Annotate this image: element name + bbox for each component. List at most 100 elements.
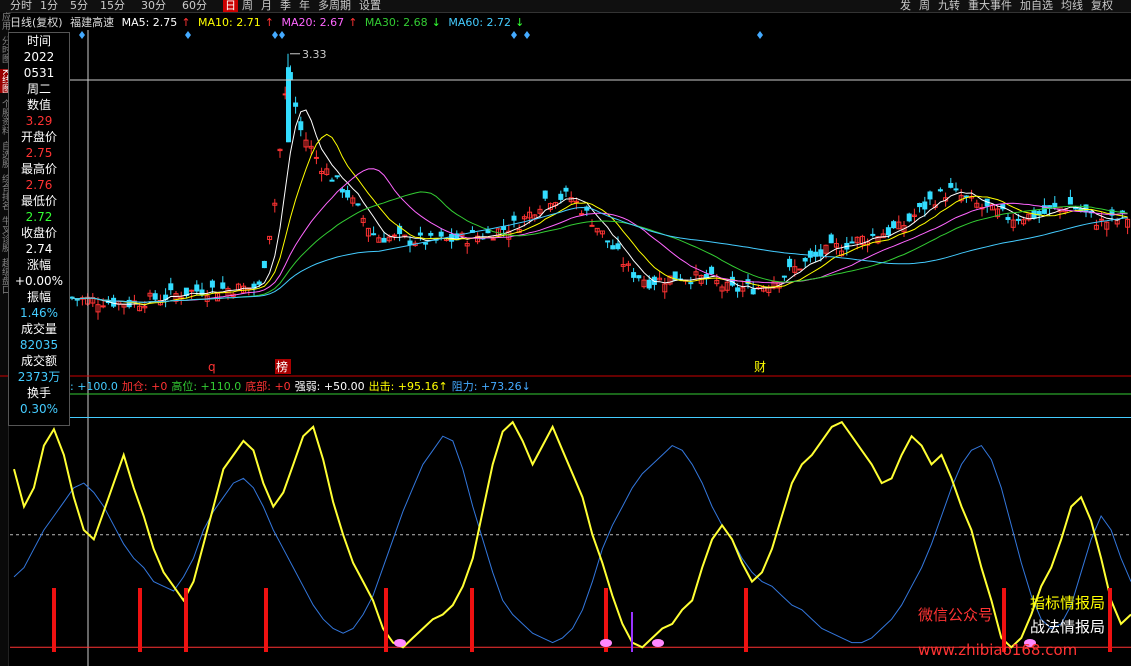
period-tab[interactable]: 分时 [10,0,32,12]
watermark-line1: 指标情报局 [1030,594,1106,612]
bottom-signal-icon [652,639,664,647]
candle-body [641,279,647,288]
period-tab[interactable]: 日 [223,0,238,12]
info-row: 2.76 [25,178,53,192]
period-tab[interactable]: 1分 [40,0,58,12]
candle-body [329,179,335,182]
candle-body [438,231,444,237]
info-row: 82035 [19,338,59,352]
period-tab[interactable]: 5分 [70,0,88,12]
info-row: 成交额 [20,354,57,368]
watermark-wechat: 微信公众号 [918,606,994,624]
period-tab[interactable]: 季 [280,0,291,12]
side-tab[interactable]: 应用 [0,12,10,30]
side-tab[interactable]: K线图 [0,69,10,93]
signal-bar-purple [631,612,633,652]
diamond-marker [79,31,85,39]
toolbar-right-item[interactable]: 复权 [1091,0,1113,12]
buy-signal-bar [470,588,474,652]
ma-legend: 日线(复权) 福建高速 MA5: 2.75 ↑ MA10: 2.71 ↑ MA20:… [10,14,528,30]
toolbar-right-item[interactable]: 九转 [938,0,960,12]
buy-signal-bar [264,588,268,652]
candle-body [376,237,382,243]
info-row: 周二 [26,82,51,96]
period-tab[interactable]: 15分 [100,0,125,12]
candle-body [95,304,101,313]
period-tab[interactable]: 月 [261,0,272,12]
candle-body [1005,217,1011,220]
buy-signal-bar [1002,588,1006,652]
toolbar-right-item[interactable]: 发 [900,0,911,12]
candle-body [568,197,574,203]
candle-body [121,304,127,308]
candle-body [417,232,423,236]
info-row: 振幅 [26,290,51,304]
candle-body [963,195,969,198]
period-tab[interactable]: 年 [299,0,310,12]
candle-body [849,241,855,244]
toolbar-right-item[interactable]: 加自选 [1020,0,1053,12]
side-tab[interactable]: 综合排名 [0,173,10,210]
info-row: 2.75 [25,146,53,160]
candle-body [527,211,533,219]
candle-body [339,188,345,193]
candle-body [599,230,605,235]
period-tab[interactable]: 多周期 [318,0,351,12]
period-tab[interactable]: 60分 [182,0,207,12]
candle-body [1021,219,1027,225]
toolbar-right-item[interactable]: 重大事件 [968,0,1012,12]
side-tab[interactable]: 个股资料 [0,98,10,135]
candle-body [906,213,912,222]
info-row: 最低价 [20,194,57,208]
candle-body [558,193,564,200]
chart-mode-label[interactable]: 日线(复权) [10,16,63,29]
crosshair-info-panel: 时间 2022 0531 周二 数值 3.29 开盘价 2.75 最高价 2.76 最低价 2.72 收… [8,32,70,426]
candle-body [381,237,387,243]
diamond-marker [272,31,278,39]
diamond-marker [757,31,763,39]
candle-body [631,272,637,278]
candle-body [371,233,377,236]
candle-body [397,225,403,235]
stock-name: 福建高速 [70,16,115,29]
diamond-marker [185,31,191,39]
candle-body [1125,218,1131,228]
candle-body [256,281,262,285]
candle-body [173,293,179,302]
indicator-value: 加仓: +0 [121,380,168,393]
candle-body [719,286,725,292]
candle-body [511,215,517,221]
candle-body [594,227,600,233]
candle-body [901,225,907,233]
side-tab[interactable]: 自选股 [0,140,10,168]
candle-body [286,67,291,143]
candle-body [927,191,933,200]
candle-body [579,213,585,216]
event-marker-cai: 财 [754,360,766,374]
candle-body [573,200,579,203]
candle-body [111,297,117,307]
ma10-line [71,133,1128,306]
side-tab[interactable]: 分时图 [0,36,10,63]
candle-body [501,226,507,230]
period-tab[interactable]: 设置 [359,0,381,12]
period-tab[interactable]: 周 [242,0,253,12]
candle-body [693,271,699,276]
toolbar-right-item[interactable]: 均线 [1061,0,1083,12]
period-tab[interactable]: 30分 [141,0,166,12]
side-tab[interactable]: 牛叉诊股 [0,215,10,252]
candle-body [875,236,881,244]
side-tab[interactable]: 超级盘口 [0,257,10,294]
candle-body [833,243,839,248]
candle-body [958,195,964,202]
toolbar-right-item[interactable]: 周 [919,0,930,12]
candle-body [859,235,865,245]
candle-body [428,232,434,236]
candle-body [625,263,631,266]
strength-series-line [13,420,1131,649]
candle-body [589,224,595,227]
candle-body [485,229,491,234]
candle-body [1073,207,1079,210]
candle-body [885,227,891,236]
